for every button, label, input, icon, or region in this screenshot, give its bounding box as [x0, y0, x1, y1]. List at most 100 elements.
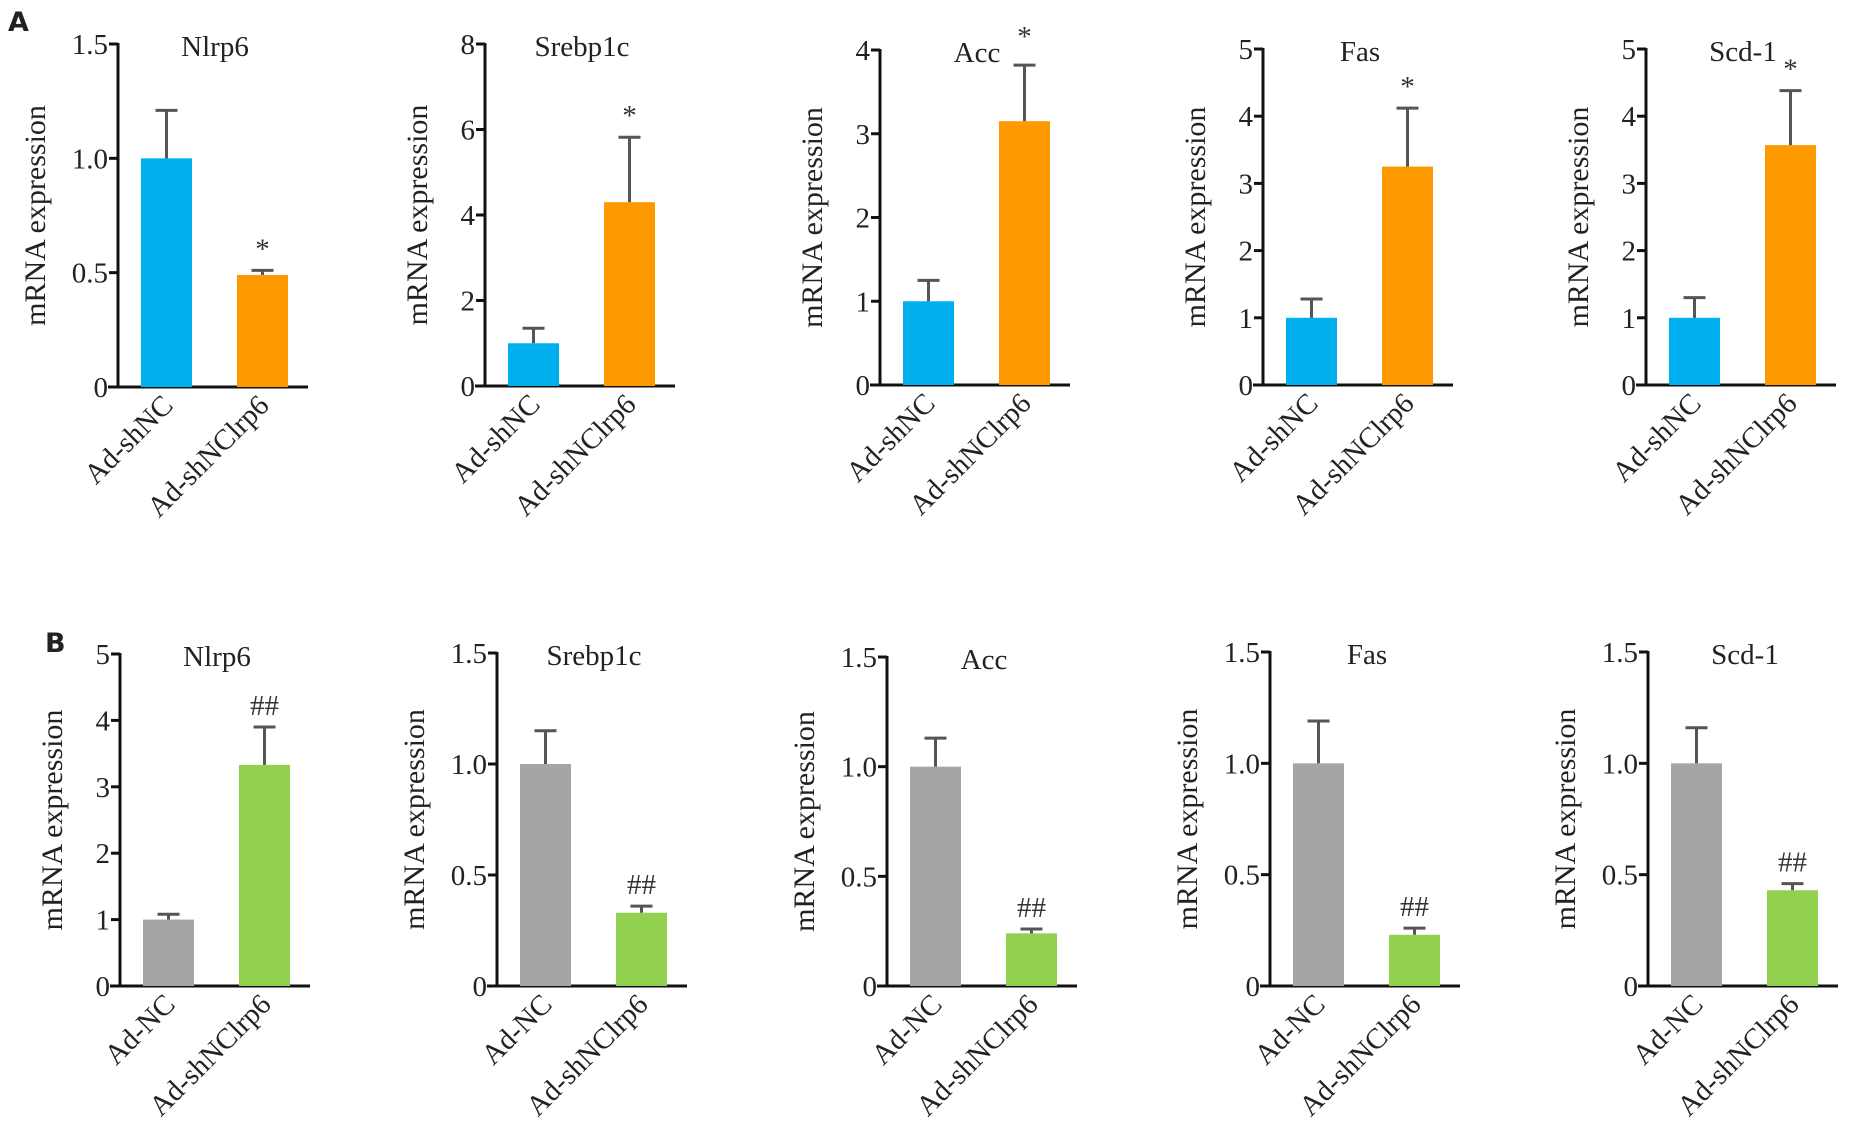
y-tick-label: 0: [1239, 370, 1254, 402]
significance-marker: *: [1400, 71, 1415, 103]
significance-marker: ##: [1400, 891, 1429, 923]
y-tick-label: 0.5: [841, 861, 877, 893]
y-tick-label: 3: [1622, 168, 1637, 200]
y-tick-label: 1.0: [1602, 748, 1638, 780]
y-axis-label: mRNA expression: [19, 105, 52, 326]
y-axis-label: mRNA expression: [788, 711, 821, 932]
y-tick-label: 1.0: [841, 752, 877, 784]
bar: [237, 274, 288, 387]
y-tick-label: 3: [1239, 168, 1254, 200]
significance-marker: ##: [1778, 847, 1807, 879]
y-tick-label: 4: [1239, 101, 1254, 133]
chart-title: Acc: [954, 37, 1001, 69]
chart-title: Srebp1c: [534, 31, 629, 63]
y-tick-label: 0: [863, 971, 878, 1003]
bar: [999, 121, 1050, 385]
y-tick-label: 1.5: [1602, 637, 1638, 669]
bar: [1006, 933, 1057, 986]
y-tick-label: 1.0: [72, 143, 108, 175]
y-tick-label: 0: [1622, 370, 1637, 402]
y-axis-label: mRNA expression: [1562, 107, 1595, 328]
y-tick-label: 8: [461, 29, 476, 61]
y-tick-label: 4: [461, 200, 476, 232]
chart-title: Nlrp6: [181, 31, 249, 63]
chart-title: Scd-1: [1711, 639, 1779, 671]
y-axis-label: mRNA expression: [1549, 709, 1582, 930]
y-tick-label: 2: [1622, 236, 1637, 268]
y-tick-label: 0: [96, 971, 111, 1003]
significance-marker: *: [622, 100, 637, 132]
x-category-label: Ad-shNC: [840, 387, 941, 488]
y-tick-label: 0.5: [72, 258, 108, 290]
y-tick-label: 1.0: [451, 749, 487, 781]
y-tick-label: 2: [461, 286, 476, 318]
y-tick-label: 0: [94, 372, 109, 404]
y-tick-label: 0: [1246, 971, 1261, 1003]
significance-marker: *: [255, 233, 270, 265]
y-tick-label: 4: [1622, 101, 1637, 133]
bar: [1382, 166, 1433, 385]
significance-marker: ##: [250, 690, 279, 722]
bar: [910, 766, 961, 986]
chart-title: Acc: [961, 644, 1008, 676]
y-tick-label: 1: [1239, 303, 1254, 335]
bar: [239, 764, 290, 986]
y-axis-label: mRNA expression: [398, 709, 431, 930]
significance-marker: *: [1783, 54, 1798, 86]
y-tick-label: 0.5: [1602, 860, 1638, 892]
bar: [604, 202, 655, 386]
y-tick-label: 1.5: [841, 642, 877, 674]
bar: [1671, 763, 1722, 986]
x-category-label: Ad-shNC: [78, 389, 179, 490]
x-category-label: Ad-shNC: [1606, 387, 1707, 488]
y-axis-label: mRNA expression: [796, 107, 829, 328]
y-tick-label: 0: [1624, 971, 1639, 1003]
y-tick-label: 0.5: [451, 860, 487, 892]
y-tick-label: 5: [96, 639, 111, 671]
y-tick-label: 5: [1622, 34, 1637, 66]
y-tick-label: 1: [96, 905, 111, 937]
y-tick-label: 2: [856, 203, 871, 235]
y-axis-label: mRNA expression: [1171, 709, 1204, 930]
y-tick-label: 6: [461, 115, 476, 147]
y-tick-label: 3: [96, 772, 111, 804]
significance-marker: *: [1017, 21, 1032, 53]
chart-title: Fas: [1347, 639, 1387, 671]
charts-container: 0 0.5 1.0 1.5 mRNA expression Nlrp6 Ad-shNC * Ad…: [19, 21, 1838, 1123]
y-tick-label: 2: [1239, 236, 1254, 268]
y-axis-label: mRNA expression: [401, 105, 434, 326]
y-tick-label: 4: [856, 35, 871, 67]
y-tick-label: 2: [96, 838, 111, 870]
x-category-label: Ad-NC: [865, 988, 948, 1071]
significance-marker: ##: [627, 869, 656, 901]
chart-title: Scd-1: [1709, 36, 1777, 68]
bar: [1669, 317, 1720, 385]
y-tick-label: 1.0: [1224, 748, 1260, 780]
bar: [903, 301, 954, 385]
bar: [1765, 145, 1816, 385]
x-category-label: Ad-shNC: [445, 388, 546, 489]
y-axis-label: mRNA expression: [1179, 107, 1212, 328]
bar: [508, 343, 559, 386]
y-tick-label: 0: [473, 971, 488, 1003]
y-tick-label: 0: [856, 370, 871, 402]
y-tick-label: 1.5: [1224, 637, 1260, 669]
bar: [616, 912, 667, 986]
y-tick-label: 1: [856, 286, 871, 318]
x-category-label: Ad-NC: [1248, 988, 1331, 1071]
chart-title: Srebp1c: [546, 640, 641, 672]
y-tick-label: 0: [461, 371, 476, 403]
significance-marker: ##: [1017, 892, 1046, 924]
bar: [1286, 317, 1337, 385]
bar: [1293, 763, 1344, 986]
